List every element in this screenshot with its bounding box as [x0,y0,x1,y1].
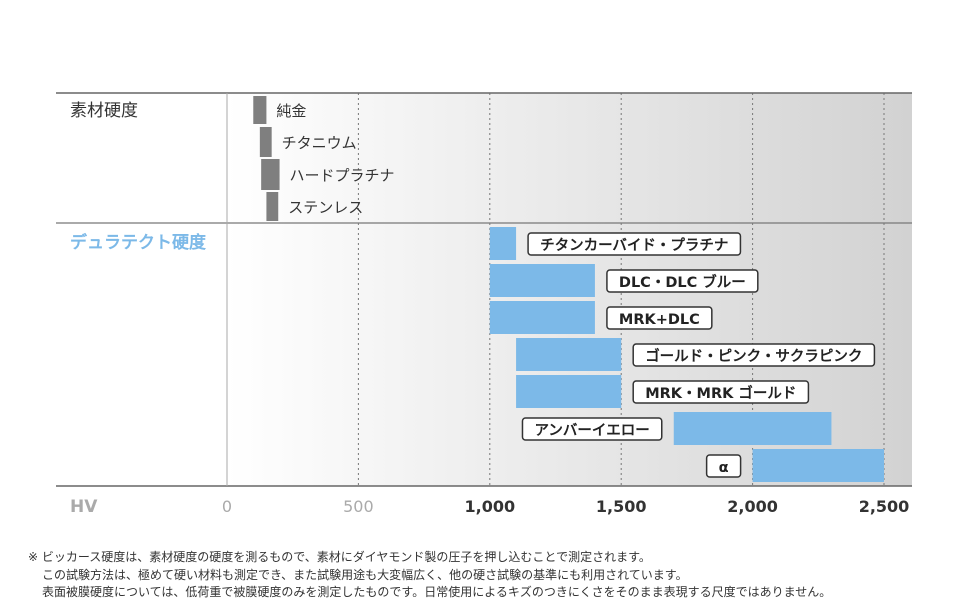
x-tick-label: 1,500 [596,497,647,516]
x-tick-label: 0 [222,497,232,516]
bar-label-duratect: MRK+DLC [606,306,713,330]
bar-duratect [489,227,517,260]
bar-material [253,96,267,124]
group-title-duratect: デュラテクト硬度 [70,232,207,253]
x-tick-label: 2,500 [859,497,910,516]
x-tick-label: 2,000 [727,497,778,516]
label-text: アンバーイエロー [534,422,649,439]
bar-label-duratect: チタンカーバイド・プラチナ [527,232,742,256]
label-box [527,232,742,256]
bar-label-duratect: ゴールド・ピンク・サクラピンク [632,343,876,367]
label-box [632,380,810,404]
label-text: DLC・DLC ブルー [619,273,746,291]
label-box [606,269,759,293]
bar-duratect [489,264,595,297]
bar-label-duratect: α [705,454,742,478]
label-box [632,343,876,367]
bar-duratect [489,301,595,334]
bar-duratect [673,412,832,445]
bar-label-duratect: アンバーイエロー [521,417,663,441]
bar-duratect [752,449,884,482]
label-box [521,417,663,441]
bar-label-material: ハードプラチナ [290,167,395,185]
bar-label-material: チタニウム [282,134,357,152]
label-text: ゴールド・ピンク・サクラピンク [645,347,862,365]
bar-duratect [516,375,622,408]
x-axis-label: HV [70,497,98,517]
group-title-material: 素材硬度 [70,101,138,121]
bar-material [261,159,280,190]
bar-label-duratect: MRK・MRK ゴールド [632,380,810,404]
bar-label-duratect: DLC・DLC ブルー [606,269,759,293]
bar-duratect [516,338,622,371]
label-text: チタンカーバイド・プラチナ [540,237,728,254]
footnote-line-2: この試験方法は、極めて硬い材料も測定でき、また試験用途も大変幅広く、他の硬さ試験… [42,568,688,582]
label-box [606,306,713,330]
label-text: α [719,460,729,476]
bar-material [266,192,279,221]
bar-material [259,127,272,157]
label-box [705,454,742,478]
x-tick-label: 500 [343,497,374,516]
footnote-line-1: ※ ビッカース硬度は、素材硬度の硬度を測るもので、素材にダイヤモンド製の圧子を押… [28,550,651,564]
label-text: MRK・MRK ゴールド [645,384,796,402]
label-text: MRK+DLC [619,312,700,328]
bar-label-material: 純金 [276,102,306,120]
x-tick-label: 1,000 [464,497,515,516]
bar-label-material: ステンレス [288,199,363,217]
footnote-line-3: 表面被膜硬度については、低荷重で被膜硬度のみを測定したものです。日常使用によるキ… [42,585,832,599]
